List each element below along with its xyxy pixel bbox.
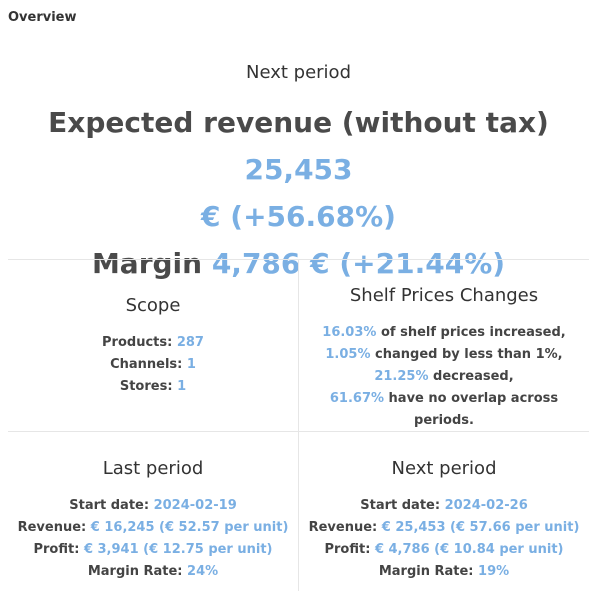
divider-vertical [298, 259, 299, 591]
hero-margin-line: Margin 4,786 € (+21.44%) [0, 240, 597, 287]
last-period-margin-value: 24% [187, 564, 219, 579]
next-period-margin-row: Margin Rate: 19% [299, 561, 589, 583]
section-title: Overview [8, 10, 77, 25]
shelf-decreased-text: decreased, [428, 369, 514, 384]
next-period-profit-value: € 4,786 (€ 10.84 per unit) [374, 542, 564, 557]
last-period-margin-label: Margin Rate: [87, 564, 183, 579]
next-period-margin-label: Margin Rate: [378, 564, 474, 579]
last-period-revenue-value: € 16,245 (€ 52.57 per unit) [90, 520, 289, 535]
scope-products-value: 287 [176, 335, 204, 350]
scope-title: Scope [125, 295, 181, 316]
next-period-profit-label: Profit: [324, 542, 371, 557]
last-period-start-row: Start date: 2024-02-19 [8, 495, 298, 517]
scope-channels-value: 1 [186, 357, 196, 372]
shelf-prices-title: Shelf Prices Changes [349, 285, 539, 306]
next-period-revenue-value: € 25,453 (€ 57.66 per unit) [381, 520, 580, 535]
scope-stores-value: 1 [177, 379, 187, 394]
shelf-small-change-text: changed by less than 1%, [370, 347, 563, 362]
scope-products-row: Products: 287 [8, 332, 298, 354]
next-period-start-row: Start date: 2024-02-26 [299, 495, 589, 517]
shelf-row-no-overlap: 61.67% have no overlap across periods. [299, 388, 589, 432]
last-period-revenue-row: Revenue: € 16,245 (€ 52.57 per unit) [8, 517, 298, 539]
hero-revenue-label: Expected revenue (without tax) [48, 106, 549, 139]
next-period-revenue-label: Revenue: [308, 520, 378, 535]
last-period-profit-row: Profit: € 3,941 (€ 12.75 per unit) [8, 539, 298, 561]
scope-channels-label: Channels: [110, 357, 183, 372]
next-period-title: Next period [391, 458, 497, 479]
next-period-start-value: 2024-02-26 [444, 498, 528, 513]
last-period-profit-label: Profit: [33, 542, 80, 557]
summary-grid: Scope Products: 287 Channels: 1 Stores: … [8, 259, 589, 591]
hero-subtitle: Next period [246, 62, 351, 83]
last-period-card: Last period Start date: 2024-02-19 Reven… [8, 458, 298, 583]
scope-channels-row: Channels: 1 [8, 354, 298, 376]
next-period-revenue-row: Revenue: € 25,453 (€ 57.66 per unit) [299, 517, 589, 539]
last-period-revenue-label: Revenue: [17, 520, 87, 535]
shelf-no-overlap-value: 61.67% [329, 391, 385, 406]
hero-margin-value: 4,786 € (+21.44%) [211, 247, 506, 280]
hero-revenue-line-1: Expected revenue (without tax) 25,453 [0, 99, 597, 193]
shelf-increased-value: 16.03% [322, 325, 377, 340]
next-period-margin-value: 19% [478, 564, 510, 579]
shelf-prices-card: Shelf Prices Changes 16.03% of shelf pri… [299, 285, 589, 432]
hero-revenue-value-2: € (+56.68%) [201, 200, 396, 233]
scope-stores-row: Stores: 1 [8, 376, 298, 398]
last-period-start-value: 2024-02-19 [153, 498, 237, 513]
next-period-card: Next period Start date: 2024-02-26 Reven… [299, 458, 589, 583]
last-period-margin-row: Margin Rate: 24% [8, 561, 298, 583]
shelf-no-overlap-text: have no overlap across periods. [384, 391, 559, 428]
shelf-row-increased: 16.03% of shelf prices increased, [299, 322, 589, 344]
next-period-start-label: Start date: [360, 498, 441, 513]
last-period-title: Last period [102, 458, 204, 479]
shelf-small-change-value: 1.05% [325, 347, 371, 362]
hero-revenue-value-1: 25,453 [244, 153, 353, 186]
last-period-profit-value: € 3,941 (€ 12.75 per unit) [83, 542, 273, 557]
shelf-row-decreased: 21.25% decreased, [299, 366, 589, 388]
shelf-row-small-change: 1.05% changed by less than 1%, [299, 344, 589, 366]
shelf-increased-text: of shelf prices increased, [376, 325, 566, 340]
last-period-start-label: Start date: [69, 498, 150, 513]
shelf-decreased-value: 21.25% [374, 369, 429, 384]
next-period-profit-row: Profit: € 4,786 (€ 10.84 per unit) [299, 539, 589, 561]
hero-revenue-line-2: € (+56.68%) [0, 193, 597, 240]
hero-summary: Next period Expected revenue (without ta… [0, 62, 597, 287]
hero-margin-label: Margin [91, 247, 203, 280]
scope-stores-label: Stores: [119, 379, 173, 394]
scope-products-label: Products: [102, 335, 173, 350]
scope-card: Scope Products: 287 Channels: 1 Stores: … [8, 295, 298, 398]
